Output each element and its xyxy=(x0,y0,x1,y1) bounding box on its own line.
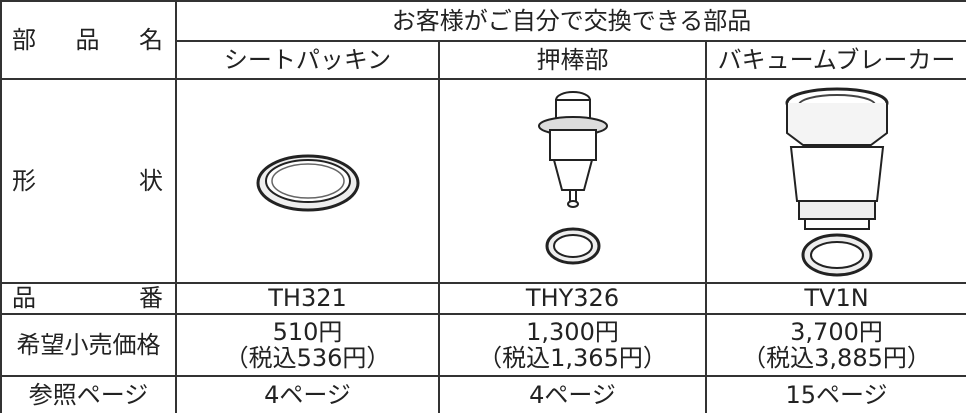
group-header: お客様がご自分で交換できる部品 xyxy=(174,0,966,42)
price-cell: 3,700円 （税込3,885円） xyxy=(704,313,966,377)
row-label: 品番 xyxy=(0,282,177,315)
shape-cell xyxy=(175,78,440,284)
shape-cell xyxy=(704,78,966,284)
price-cell: 1,300円 （税込1,365円） xyxy=(438,313,707,377)
part-name: バキュームブレーカー xyxy=(704,40,966,80)
reference-page: 4ページ xyxy=(438,375,707,413)
price-tax: （税込536円） xyxy=(224,344,391,372)
part-number: TH321 xyxy=(175,282,440,315)
push-rod-image xyxy=(537,91,608,265)
price-tax: （税込3,885円） xyxy=(742,344,931,372)
row-header: 部品名 xyxy=(0,0,177,80)
price: 1,300円 xyxy=(526,317,619,346)
reference-page: 15ページ xyxy=(704,375,966,413)
price-tax: （税込1,365円） xyxy=(478,344,667,372)
price-cell: 510円 （税込536円） xyxy=(175,313,440,377)
reference-page: 4ページ xyxy=(175,375,440,413)
part-name: 押棒部 xyxy=(438,40,707,80)
vacuum-breaker-image xyxy=(785,87,889,277)
part-name: シートパッキン xyxy=(175,40,440,80)
row-label: 参照ページ xyxy=(0,375,177,413)
shape-cell xyxy=(438,78,707,284)
price: 3,700円 xyxy=(790,317,883,346)
price: 510円 xyxy=(272,317,343,346)
part-number: TV1N xyxy=(704,282,966,315)
row-label: 希望小売価格 xyxy=(0,313,177,377)
row-label: 形状 xyxy=(0,78,177,284)
part-number: THY326 xyxy=(438,282,707,315)
seat-packing-image xyxy=(256,154,359,212)
